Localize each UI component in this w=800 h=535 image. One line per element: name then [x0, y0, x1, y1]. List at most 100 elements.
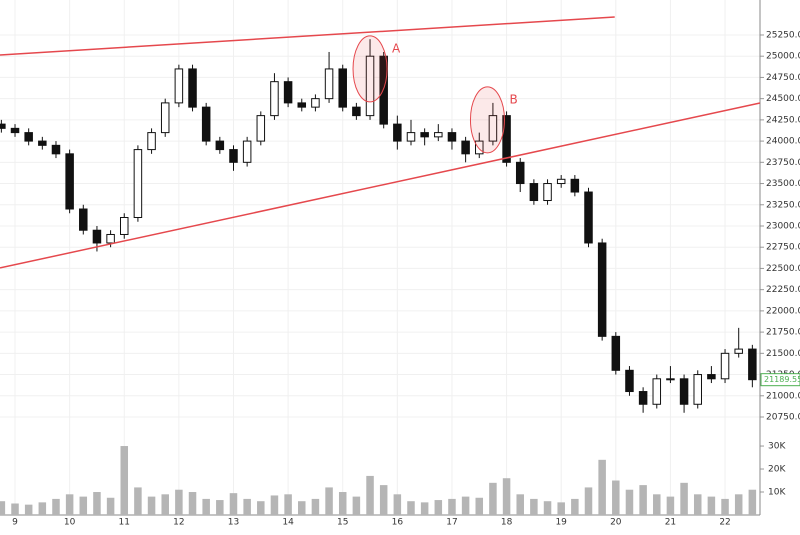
volume-tick-label: 20K	[768, 465, 786, 475]
volume-bar	[748, 489, 757, 515]
volume-bar	[625, 489, 634, 515]
candle-body	[434, 132, 443, 138]
candle-body	[0, 123, 6, 129]
x-tick-label: 13	[228, 518, 239, 528]
volume-bar	[284, 494, 292, 515]
volume-bar	[366, 475, 374, 515]
volume-bar	[434, 500, 443, 515]
volume-bar	[653, 494, 661, 515]
candle-body	[529, 183, 539, 202]
trendline	[0, 102, 761, 269]
candle-body	[51, 144, 61, 155]
candle-body	[420, 132, 429, 138]
volume-bar	[229, 493, 238, 515]
y-tick-label: 22000.00	[766, 306, 800, 316]
candle-body	[174, 68, 184, 104]
candle-body	[556, 178, 566, 185]
candle-body	[597, 242, 607, 337]
trendline	[0, 16, 615, 56]
volume-bar	[557, 502, 565, 515]
volume-bar	[11, 503, 19, 515]
last-price-box	[760, 373, 800, 387]
candle-body	[488, 115, 498, 142]
candle-body	[256, 115, 266, 142]
candle-body	[393, 123, 402, 142]
last-price-label: 21189.55	[764, 375, 800, 384]
y-tick-label: 24500.00	[766, 94, 800, 104]
candle-body	[365, 55, 375, 117]
volume-bar	[680, 482, 688, 515]
volume-bar	[134, 487, 142, 515]
x-tick-label: 12	[173, 518, 184, 528]
candle-body	[324, 68, 334, 100]
candle-body	[106, 233, 115, 244]
candle-body	[10, 127, 20, 134]
annotation-label: A	[392, 41, 401, 55]
volume-bar	[325, 487, 333, 515]
candle-body	[38, 140, 47, 146]
volume-bar	[461, 496, 470, 515]
candle-body	[748, 348, 757, 381]
volume-bar	[639, 485, 647, 515]
x-tick-label: 10	[64, 518, 76, 528]
annotation-label: B	[509, 92, 517, 106]
volume-bar	[106, 497, 115, 515]
x-tick-label: 19	[555, 518, 567, 528]
volume-bar	[543, 501, 552, 515]
volume-bar	[270, 495, 279, 515]
y-tick-label: 25250.00	[766, 30, 800, 40]
candle-body	[406, 132, 416, 142]
volume-bar	[734, 494, 743, 515]
candle-body	[679, 378, 689, 405]
candle-body	[461, 140, 470, 155]
x-tick-label: 22	[719, 518, 730, 528]
candle-body	[693, 374, 702, 405]
x-tick-label: 18	[501, 518, 513, 528]
candle-body	[666, 378, 675, 381]
volume-bar	[120, 446, 129, 515]
candle-body	[24, 132, 33, 142]
volume-bar	[393, 494, 402, 515]
candle-body	[379, 55, 388, 125]
volume-bar	[379, 485, 388, 515]
y-tick-label: 21000.00	[766, 391, 800, 401]
x-tick-label: 21	[665, 518, 676, 528]
volume-bar	[0, 501, 6, 515]
volume-bar	[693, 494, 702, 515]
volume-bar	[475, 497, 484, 515]
volume-bar	[202, 498, 210, 515]
candle-body	[201, 106, 211, 142]
volume-bar	[612, 480, 620, 515]
volume-bar	[243, 498, 251, 515]
y-tick-label: 23500.00	[766, 179, 800, 189]
volume-bar	[311, 498, 320, 515]
annotation-ellipse	[352, 35, 388, 103]
x-tick-label: 15	[337, 518, 348, 528]
candle-body	[65, 153, 74, 210]
y-tick-label: 23000.00	[766, 221, 800, 231]
candle-body	[283, 81, 293, 104]
candle-body	[242, 140, 252, 163]
candle-body	[543, 183, 552, 202]
y-tick-label: 24000.00	[766, 137, 800, 147]
candle-body	[160, 102, 170, 134]
annotation-ellipse	[469, 86, 505, 154]
volume-bar	[52, 498, 60, 515]
volume-bar	[188, 492, 197, 515]
candle-body	[338, 68, 347, 108]
volume-bar	[79, 496, 88, 515]
volume-bar	[24, 504, 33, 515]
candle-body	[188, 68, 197, 108]
volume-tick-label: 10K	[768, 488, 786, 498]
candle-body	[611, 335, 621, 371]
candle-body	[652, 378, 662, 405]
candle-body	[502, 115, 511, 163]
volume-bar	[721, 498, 729, 515]
y-tick-label: 24250.00	[766, 115, 800, 125]
candle-body	[515, 161, 525, 185]
candle-body	[625, 369, 634, 393]
volume-bar	[65, 494, 74, 515]
volume-bar	[584, 487, 593, 515]
x-tick-label: 11	[119, 518, 130, 528]
